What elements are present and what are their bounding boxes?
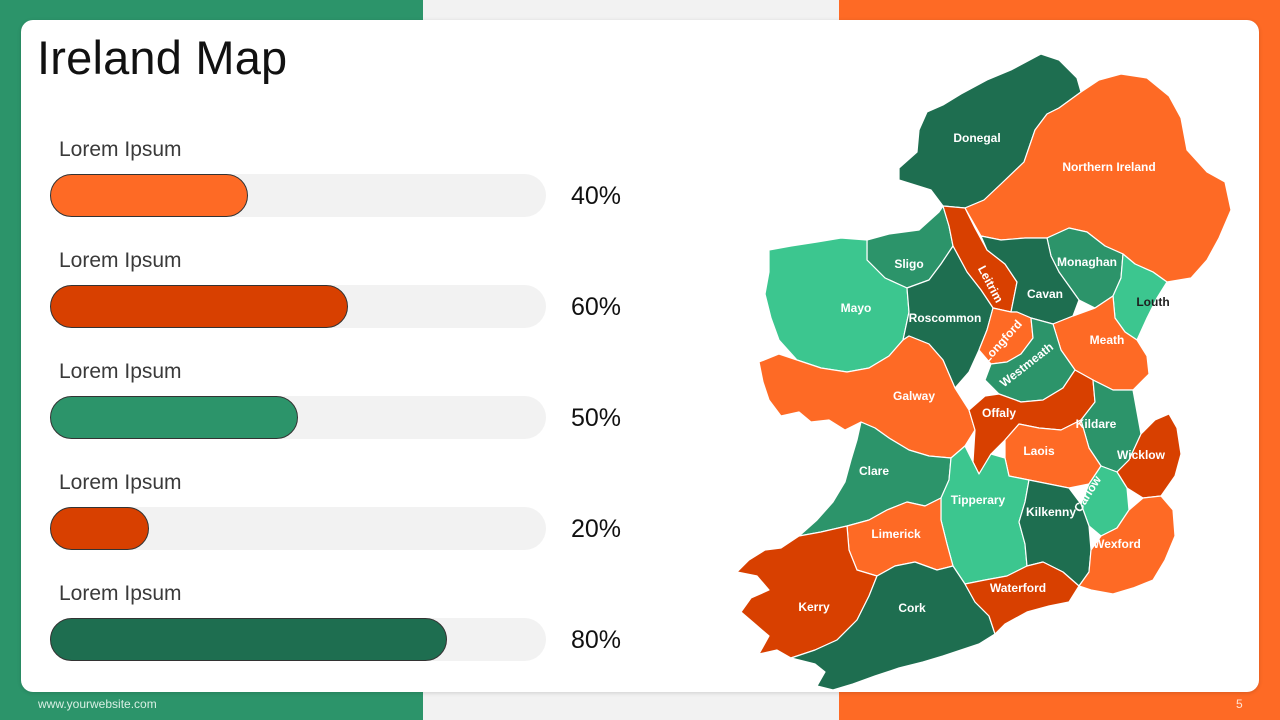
county-waterford[interactable] [964, 561, 1080, 635]
label-mayo: Mayo [841, 301, 872, 315]
label-sligo: Sligo [894, 257, 923, 271]
progress-track [50, 396, 546, 439]
progress-fill [50, 618, 447, 661]
progress-label: Lorem Ipsum [59, 138, 182, 161]
county-cork[interactable] [790, 561, 996, 690]
progress-fill [50, 507, 150, 550]
label-cavan: Cavan [1027, 287, 1063, 301]
county-wicklow[interactable] [1116, 413, 1182, 499]
progress-track [50, 618, 546, 661]
page-title: Ireland Map [37, 31, 288, 84]
label-cork: Cork [898, 601, 926, 615]
label-galway: Galway [893, 389, 935, 403]
progress-item: Lorem Ipsum 60% [50, 249, 690, 349]
county-louth[interactable] [1112, 253, 1168, 341]
progress-fill [50, 174, 249, 217]
label-northern-ireland: Northern Ireland [1062, 160, 1155, 174]
progress-item: Lorem Ipsum 50% [50, 360, 690, 460]
progress-label: Lorem Ipsum [59, 471, 182, 494]
ireland-map: Donegal Northern Ireland Sligo Leitrim M… [736, 53, 1232, 690]
label-meath: Meath [1090, 333, 1125, 347]
progress-item: Lorem Ipsum 20% [50, 471, 690, 571]
progress-percent: 60% [571, 293, 622, 321]
progress-percent: 50% [571, 404, 622, 432]
progress-fill [50, 285, 348, 328]
progress-track [50, 507, 546, 550]
progress-label: Lorem Ipsum [59, 360, 182, 383]
progress-fill [50, 396, 298, 439]
county-kerry[interactable] [736, 525, 878, 659]
label-kerry: Kerry [798, 600, 830, 614]
progress-item: Lorem Ipsum 40% [50, 138, 690, 238]
footer-website[interactable]: www.yourwebsite.com [38, 697, 157, 711]
progress-label: Lorem Ipsum [59, 249, 182, 272]
progress-label: Lorem Ipsum [59, 582, 182, 605]
label-monaghan: Monaghan [1057, 255, 1117, 269]
label-laois: Laois [1023, 444, 1055, 458]
label-donegal: Donegal [953, 131, 1000, 145]
label-louth: Louth [1136, 295, 1169, 309]
label-wicklow: Wicklow [1117, 448, 1166, 462]
label-waterford: Waterford [990, 581, 1046, 595]
progress-percent: 40% [571, 182, 622, 210]
label-tipperary: Tipperary [951, 493, 1006, 507]
label-wexford: Wexford [1093, 537, 1141, 551]
label-kilkenny: Kilkenny [1026, 505, 1076, 519]
progress-percent: 20% [571, 515, 622, 543]
label-roscommon: Roscommon [909, 311, 982, 325]
page-number: 5 [1236, 697, 1243, 711]
progress-percent: 80% [571, 626, 622, 654]
label-clare: Clare [859, 464, 889, 478]
progress-track [50, 285, 546, 328]
label-kildare: Kildare [1076, 417, 1117, 431]
progress-track [50, 174, 546, 217]
county-wexford[interactable] [1078, 495, 1176, 595]
progress-bar-list: Lorem Ipsum 40% Lorem Ipsum 60% Lorem Ip… [21, 20, 681, 692]
progress-item: Lorem Ipsum 80% [50, 582, 690, 682]
label-offaly: Offaly [982, 406, 1016, 420]
slide-card: Ireland Map Lorem Ipsum 40% Lorem Ipsum … [21, 20, 1259, 692]
label-limerick: Limerick [871, 527, 921, 541]
